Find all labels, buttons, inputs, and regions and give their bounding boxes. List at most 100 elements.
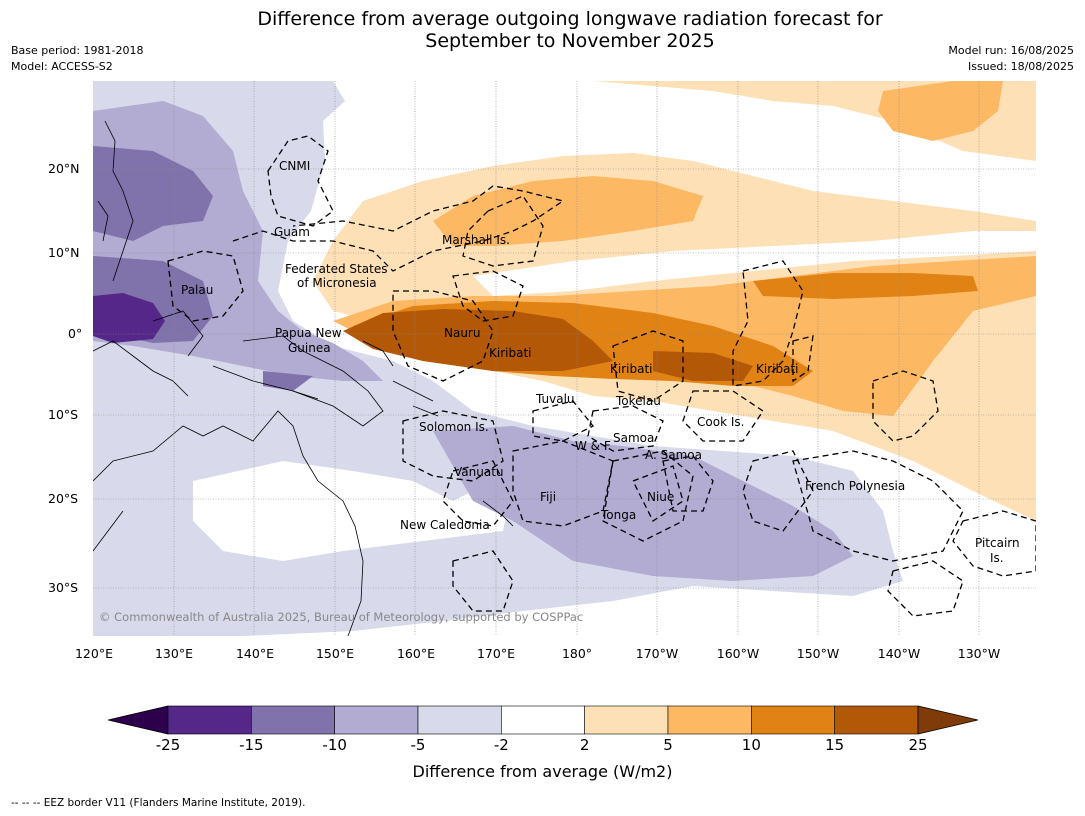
land-australia	[93, 410, 364, 636]
contour-dark-purple-3	[263, 371, 313, 391]
label-tuvalu: Tuvalu	[535, 392, 575, 406]
model-name: Model: ACCESS-S2	[11, 60, 113, 73]
colorbar-segment	[417, 705, 502, 735]
lon-tick-160w: 160°W	[716, 646, 760, 661]
lat-tick-equator: 0°	[68, 326, 83, 341]
lon-tick-160e: 160°E	[396, 646, 435, 661]
colorbar-segment	[584, 705, 669, 735]
colorbar-tick-label: 5	[663, 736, 673, 754]
issued-date: Issued: 18/08/2025	[967, 60, 1074, 73]
run-info: Model run: 16/08/2025 Issued: 18/08/2025	[948, 43, 1074, 75]
model-run: Model run: 16/08/2025	[948, 44, 1074, 57]
label-niue: Niue	[647, 490, 674, 504]
copyright-note: © Commonwealth of Australia 2025, Bureau…	[99, 610, 583, 624]
lat-tick-10s: 10°S	[48, 407, 79, 422]
label-french-polynesia: French Polynesia	[805, 479, 905, 493]
contour-white-band	[473, 231, 1036, 296]
colorbar-segment	[251, 705, 335, 735]
lat-tick-20s: 20°S	[48, 491, 79, 506]
lon-tick-140w: 140°W	[877, 646, 921, 661]
contour-deep-purple	[93, 293, 165, 343]
label-png-2: Guinea	[288, 341, 331, 355]
lon-tick-130e: 130°E	[154, 646, 193, 661]
contour-orange	[433, 176, 703, 246]
label-nauru: Nauru	[444, 326, 480, 340]
label-cook: Cook Is.	[697, 415, 744, 429]
title-line-2: September to November 2025	[425, 30, 715, 52]
label-pitcairn-2: Is.	[990, 551, 1004, 565]
label-asamoa: A. Samoa	[645, 448, 702, 462]
lon-tick-120e: 120°E	[74, 646, 113, 661]
contour-deep-orange	[343, 309, 613, 371]
colorbar-tick-label: -25	[155, 736, 181, 754]
label-wf: W & F	[575, 439, 611, 453]
anomaly-map: CNMI Guam Marshall Is. Federated States …	[93, 81, 1036, 636]
contour-white-gap	[193, 461, 508, 561]
colorbar-tick-label: 25	[908, 736, 928, 754]
colorbar-extend-high	[917, 705, 978, 735]
contour-dark-orange-east	[753, 273, 978, 299]
label-tokelau: Tokelau	[615, 394, 661, 408]
label-fsm-1: Federated States	[285, 262, 387, 276]
label-kiribati-east: Kiribati	[756, 362, 798, 376]
lat-tick-20n: 20°N	[48, 161, 80, 176]
land-png	[242, 335, 394, 427]
model-info: Base period: 1981-2018 Model: ACCESS-S2	[11, 43, 143, 75]
label-pitcairn-1: Pitcairn	[975, 536, 1020, 550]
contour-medium-purple-south	[433, 426, 853, 581]
lon-tick-130w: 130°W	[957, 646, 1001, 661]
eez-borders	[167, 135, 1036, 617]
label-guam: Guam	[274, 225, 310, 239]
contour-orange-ne	[878, 81, 1003, 141]
label-kiribati-central: Kiribati	[610, 362, 652, 376]
colorbar-segment	[834, 705, 919, 735]
lon-tick-180: 180°	[561, 646, 593, 661]
colorbar-tick-label: -2	[493, 736, 509, 754]
colorbar	[108, 705, 978, 735]
colorbar-tick-label: 10	[741, 736, 761, 754]
lon-tick-170w: 170°W	[635, 646, 679, 661]
colorbar-tick-label: -15	[239, 736, 264, 754]
colorbar-label: Difference from average (W/m2)	[412, 762, 673, 781]
colorbar-segment	[334, 705, 419, 735]
contour-deep-orange-east	[653, 351, 753, 381]
colorbar-segment	[167, 705, 252, 735]
lon-tick-150w: 150°W	[796, 646, 840, 661]
grid-lines	[93, 81, 1036, 636]
label-fsm-2: of Micronesia	[297, 276, 377, 290]
label-new-caledonia: New Caledonia	[400, 518, 490, 532]
colorbar-tick-label: 2	[579, 736, 590, 754]
land-borneo-sulawesi	[93, 310, 319, 400]
lon-tick-150e: 150°E	[315, 646, 354, 661]
colorbar-segment	[751, 705, 835, 735]
colorbar-segment	[501, 705, 585, 735]
label-palau: Palau	[181, 283, 213, 297]
lat-tick-30s: 30°S	[48, 580, 79, 595]
contour-light-orange-north	[93, 81, 1036, 161]
land-newcal	[482, 500, 514, 527]
label-marshall: Marshall Is.	[442, 233, 510, 247]
label-solomon: Solomon Is.	[419, 420, 489, 434]
lon-tick-140e: 140°E	[235, 646, 274, 661]
colorbar-segment	[667, 705, 752, 735]
land-philippines	[97, 120, 134, 282]
title-line-1: Difference from average outgoing longwav…	[257, 8, 883, 30]
label-cnmi: CNMI	[279, 159, 310, 173]
label-samoa: Samoa	[613, 431, 654, 445]
lon-tick-170e: 170°E	[476, 646, 515, 661]
map-title: Difference from average outgoing longwav…	[0, 8, 1085, 52]
colorbar-extend-low	[108, 705, 169, 735]
eez-footnote: -- -- -- EEZ border V11 (Flanders Marine…	[11, 797, 306, 809]
label-fiji: Fiji	[540, 490, 556, 504]
lat-tick-10n: 10°N	[48, 245, 80, 260]
contour-dark-purple	[93, 146, 213, 241]
label-vanuatu: Vanuatu	[454, 465, 504, 479]
label-png-1: Papua New	[275, 326, 342, 340]
colorbar-tick-label: -5	[410, 736, 426, 754]
label-kiribati-west: Kiribati	[489, 346, 531, 360]
land-solomon	[392, 380, 439, 417]
colorbar-tick-label: -10	[322, 736, 347, 754]
base-period: Base period: 1981-2018	[11, 44, 144, 57]
colorbar-tick-label: 15	[825, 736, 845, 754]
label-tonga: Tonga	[600, 508, 636, 522]
